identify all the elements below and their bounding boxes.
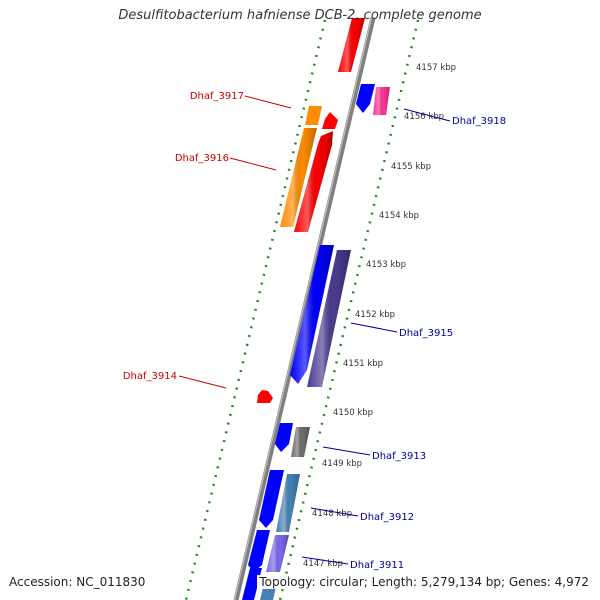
- genome-backbone: [233, 17, 376, 600]
- gene-dhaf-3912-steel-gloss: [276, 474, 300, 532]
- gene-dhaf-3913-blue: [275, 423, 293, 452]
- gene-top-red-gloss: [338, 18, 365, 72]
- gene-dhaf-3918-pink-gloss: [373, 87, 390, 115]
- kbp-label: 4153 kbp: [366, 260, 406, 270]
- leader-line-dhaf-3911: [301, 556, 349, 565]
- leader-line-dhaf-3918: [403, 108, 451, 122]
- gene-dhaf-3914-red: [257, 390, 273, 403]
- gene-label-dhaf-3918[interactable]: Dhaf_3918: [452, 116, 506, 127]
- gene-dhaf-3915-blue-gloss: [290, 245, 334, 384]
- map-title: Desulfitobacterium hafniense DCB-2, comp…: [118, 8, 482, 23]
- leader-line-dhaf-3916: [229, 157, 277, 171]
- gene-dhaf-3916-red-gloss: [294, 131, 333, 232]
- kbp-label: 4150 kbp: [333, 408, 373, 418]
- kbp-label: 4149 kbp: [322, 459, 362, 469]
- kbp-label: 4152 kbp: [355, 310, 395, 320]
- leader-line-dhaf-3915: [350, 322, 398, 333]
- gene-bottom-blue: [242, 568, 262, 600]
- gene-label-dhaf-3917[interactable]: Dhaf_3917: [190, 91, 244, 102]
- gene-dhaf-3918-blue: [356, 84, 375, 113]
- gene-label-dhaf-3913[interactable]: Dhaf_3913: [372, 451, 426, 462]
- kbp-label: 4155 kbp: [391, 162, 431, 172]
- kbp-label: 4154 kbp: [379, 211, 419, 221]
- kbp-label: 4156 kbp: [404, 112, 444, 122]
- leader-line-dhaf-3912: [310, 507, 359, 517]
- gene-label-dhaf-3911[interactable]: Dhaf_3911: [350, 560, 404, 571]
- gene-label-dhaf-3916[interactable]: Dhaf_3916: [175, 153, 229, 164]
- gene-label-dhaf-3915[interactable]: Dhaf_3915: [399, 328, 453, 339]
- kbp-label: 4151 kbp: [343, 359, 383, 369]
- gene-dhaf-3915-purple-gloss: [307, 250, 351, 387]
- gene-dhaf-3911-lavender-gloss: [266, 535, 289, 572]
- leader-line-dhaf-3917: [244, 95, 292, 109]
- genome-backbone-highlight: [233, 17, 373, 600]
- kbp-label: 4147 kbp: [303, 559, 343, 569]
- accession-text: Accession: NC_011830: [9, 575, 146, 589]
- gene-dhaf-3916-orange-gloss: [280, 128, 317, 227]
- leader-line-dhaf-3913: [322, 446, 371, 456]
- inner-tick-track: [278, 19, 420, 600]
- gene-label-dhaf-3914[interactable]: Dhaf_3914: [123, 371, 177, 382]
- outer-tick-track: [184, 19, 327, 600]
- gene-dhaf-3917-orange: [305, 106, 322, 125]
- kbp-label: 4148 kbp: [312, 509, 352, 519]
- gene-dhaf-3913-gray-gloss: [291, 427, 310, 457]
- leader-line-dhaf-3914: [178, 375, 227, 389]
- gene-dhaf-3911-blue: [248, 530, 270, 572]
- gene-dhaf-3917-red: [322, 112, 338, 129]
- gene-label-dhaf-3912[interactable]: Dhaf_3912: [360, 512, 414, 523]
- kbp-label: 4157 kbp: [416, 63, 456, 73]
- gene-dhaf-3912-blue: [259, 470, 284, 528]
- topology-text: Topology: circular; Length: 5,279,134 bp…: [257, 575, 591, 589]
